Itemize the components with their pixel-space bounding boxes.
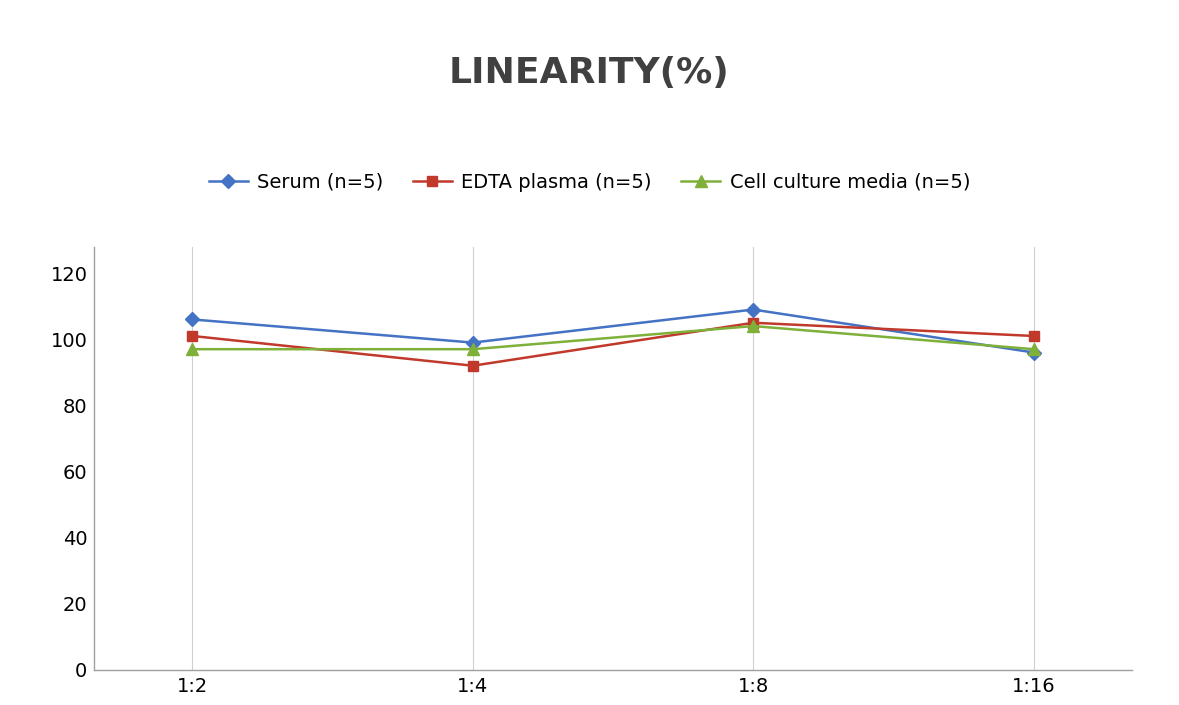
Legend: Serum (n=5), EDTA plasma (n=5), Cell culture media (n=5): Serum (n=5), EDTA plasma (n=5), Cell cul… bbox=[200, 165, 979, 200]
Text: LINEARITY(%): LINEARITY(%) bbox=[449, 56, 730, 90]
